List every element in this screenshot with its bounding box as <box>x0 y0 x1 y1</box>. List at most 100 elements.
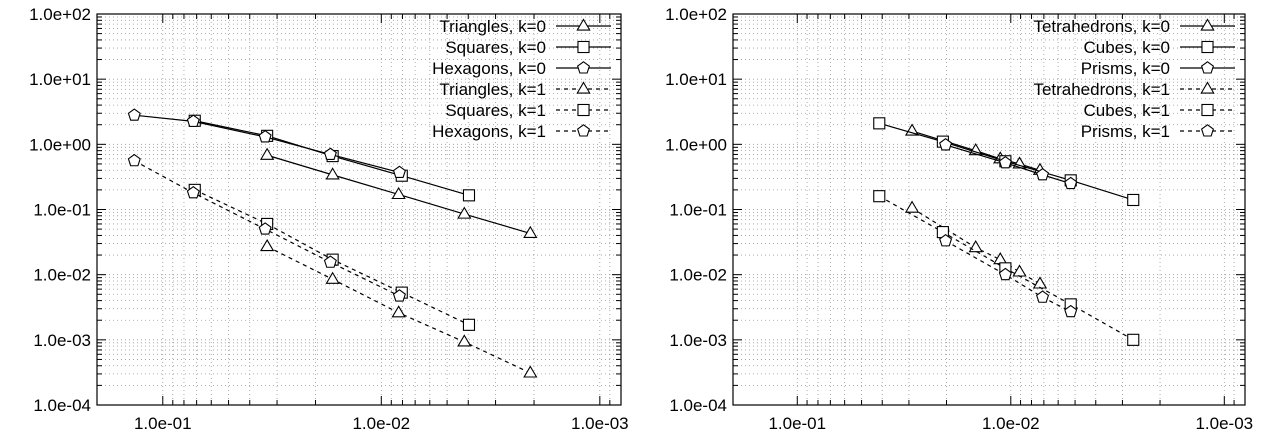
series-line <box>945 144 1071 185</box>
y-tick-label: 1.0e-02 <box>33 266 91 285</box>
data-point <box>392 289 406 302</box>
legend-label: Cubes, k=0 <box>1084 38 1170 57</box>
legend-label: Cubes, k=1 <box>1084 101 1170 120</box>
data-point <box>1036 168 1050 181</box>
data-point <box>1127 193 1140 207</box>
legend-marker <box>576 124 591 137</box>
data-point <box>325 167 340 180</box>
data-point <box>1032 276 1048 289</box>
data-point <box>457 206 472 219</box>
grid <box>733 14 1245 405</box>
data-point <box>993 252 1008 265</box>
data-point <box>968 240 983 253</box>
y-tick-label: 1.0e+02 <box>665 5 727 24</box>
data-point <box>462 318 476 331</box>
data-point <box>127 108 141 121</box>
x-tick-label: 1.0e-02 <box>352 414 410 433</box>
legend-marker <box>576 18 591 31</box>
data-point <box>186 114 200 127</box>
data-point <box>1064 176 1078 190</box>
series-0 <box>260 147 538 238</box>
data-point <box>998 155 1012 169</box>
data-point <box>258 222 272 235</box>
legend-label: Tetrahedrons, k=0 <box>1033 17 1170 36</box>
tick-labels: 1.0e-01 1.0e-02 1.0e-03 1.0e-04 1.0e-03 1.0e-… <box>665 5 1253 433</box>
legend-marker <box>1201 40 1214 54</box>
y-tick-label: 1.0e+00 <box>665 135 727 154</box>
data-point <box>391 305 406 318</box>
legend-marker <box>1201 103 1214 117</box>
series-5 <box>939 234 1078 318</box>
data-point <box>904 200 920 213</box>
left-chart: 1.0e-01 1.0e-02 1.0e-03 1.0e-04 1.0e-03 1.0e-… <box>29 5 629 433</box>
series-3 <box>904 200 1048 289</box>
legend-label: Hexagons, k=0 <box>432 59 546 78</box>
data-point <box>260 147 275 160</box>
legend-label: Squares, k=0 <box>445 38 546 57</box>
legend-marker <box>577 103 590 117</box>
y-tick-label: 1.0e-02 <box>669 266 727 285</box>
series-2 <box>127 108 406 179</box>
legend: Triangles, k=0 Squares, k=0 Hexagons, k=0 T… <box>432 17 611 141</box>
data-point <box>1036 290 1050 303</box>
data-point <box>391 186 406 200</box>
ticks <box>96 13 622 406</box>
legend-marker <box>1200 18 1215 31</box>
y-tick-label: 1.0e-03 <box>669 331 727 350</box>
y-tick-label: 1.0e-04 <box>669 396 727 415</box>
data-point <box>998 267 1012 281</box>
legend: Tetrahedrons, k=0 Cubes, k=0 Prisms, k=0 Te… <box>1033 17 1235 141</box>
y-tick-label: 1.0e-01 <box>33 201 91 220</box>
y-tick-label: 1.0e+02 <box>29 5 91 24</box>
series-4 <box>873 190 1140 346</box>
y-tick-label: 1.0e+01 <box>665 70 727 89</box>
series-5 <box>127 153 406 302</box>
x-tick-label: 1.0e-01 <box>134 414 192 433</box>
x-tick-label: 1.0e-03 <box>1195 414 1253 433</box>
data-point <box>462 189 476 202</box>
legend-marker <box>576 61 591 74</box>
right-chart: 1.0e-01 1.0e-02 1.0e-03 1.0e-04 1.0e-03 1.0e-… <box>665 5 1253 433</box>
data-point <box>258 130 272 143</box>
legend-label: Prisms, k=1 <box>1081 122 1170 141</box>
data-point <box>127 153 141 167</box>
legend-marker <box>577 40 590 54</box>
tick-labels: 1.0e-01 1.0e-02 1.0e-03 1.0e-04 1.0e-03 1.0e-… <box>29 5 629 433</box>
data-point <box>968 143 983 156</box>
legend-label: Prisms, k=0 <box>1081 59 1170 78</box>
data-point <box>1064 304 1078 318</box>
legend-label: Hexagons, k=1 <box>432 122 546 141</box>
y-tick-label: 1.0e+01 <box>29 70 91 89</box>
y-tick-label: 1.0e-03 <box>33 331 91 350</box>
data-point <box>186 186 200 199</box>
data-point <box>1127 333 1140 346</box>
data-point <box>392 165 406 179</box>
data-point <box>873 117 886 130</box>
legend-label: Tetrahedrons, k=1 <box>1033 80 1170 99</box>
legend-label: Triangles, k=0 <box>439 17 546 36</box>
series-2 <box>939 138 1078 190</box>
legend-marker <box>576 81 591 94</box>
data-point <box>873 190 886 203</box>
data-point <box>523 225 538 238</box>
ticks <box>732 13 1246 406</box>
y-tick-label: 1.0e-01 <box>669 201 727 220</box>
data-point <box>323 147 337 160</box>
series-line <box>911 207 1041 285</box>
data-point <box>1012 264 1027 277</box>
x-tick-label: 1.0e-03 <box>571 414 629 433</box>
data-point <box>939 234 953 247</box>
x-tick-label: 1.0e-01 <box>768 414 826 433</box>
legend-label: Squares, k=1 <box>445 101 546 120</box>
data-point <box>323 255 337 268</box>
series-3 <box>260 238 538 378</box>
data-point <box>260 238 275 252</box>
legend-marker <box>1200 61 1215 74</box>
data-point <box>939 138 953 151</box>
y-tick-label: 1.0e-04 <box>33 396 91 415</box>
legend-marker <box>1200 81 1215 94</box>
data-point <box>325 271 340 284</box>
legend-marker <box>1200 124 1215 137</box>
series-line <box>945 240 1071 313</box>
